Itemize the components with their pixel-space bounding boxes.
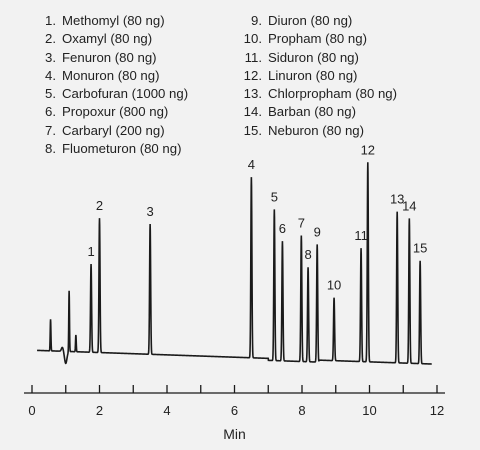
legend-number: 3. [45,49,56,65]
legend-number: 10. [243,31,262,47]
legend-number: 15. [243,122,262,138]
peak-label: 5 [271,189,278,204]
legend-right: 9. Diuron (80 ng) 10. Propham (80 ng) 11. Sid… [240,12,397,140]
legend-item: 2. Oxamyl (80 ng) [34,30,188,48]
legend-number: 13. [243,86,262,102]
x-tick-label: 8 [298,403,305,418]
legend-item: 10. Propham (80 ng) [240,30,397,48]
legend-number: 1. [45,13,56,28]
peak-label: 9 [314,224,321,239]
peak-label: 2 [96,198,103,213]
peak-label: 6 [279,221,286,236]
legend-compound: Chlorpropham (80 ng) [268,86,398,102]
legend-item: 1. Methomyl (80 ng) [34,12,188,30]
legend-number: 6. [45,104,56,120]
legend-item: 6. Propoxur (800 ng) [34,103,188,121]
peak-label: 4 [248,157,255,172]
legend-compound: Diuron (80 ng) [268,13,353,28]
x-tick-label: 0 [28,403,35,418]
x-tick-label: 12 [430,403,444,418]
legend-compound: Siduron (80 ng) [268,49,359,65]
legend-number: 4. [45,67,56,83]
legend-number: 5. [45,86,56,102]
legend-compound: Methomyl (80 ng) [62,13,165,28]
legend-number: 9. [251,13,262,28]
legend-compound: Linuron (80 ng) [268,67,358,83]
peak-label: 15 [413,241,427,256]
legend-compound: Propham (80 ng) [268,31,367,47]
legend-number: 7. [45,122,56,138]
legend-compound: Carbofuran (1000 ng) [62,86,189,102]
legend-compound: Neburon (80 ng) [268,122,365,138]
legend-item: 14. Barban (80 ng) [240,103,397,121]
legend-item: 5. Carbofuran (1000 ng) [34,85,188,103]
legend-compound: Fluometuron (80 ng) [62,141,182,157]
legend-left: 1. Methomyl (80 ng) 2. Oxamyl (80 ng) 3. Fenu… [34,12,188,158]
x-tick-label: 6 [231,403,238,418]
legend-compound: Monuron (80 ng) [62,67,160,83]
legend-compound: Fenuron (80 ng) [62,49,157,65]
peak-label: 8 [304,247,311,262]
legend-number: 11. [244,49,262,65]
legend-item: 12. Linuron (80 ng) [240,67,397,85]
legend-number: 14. [243,104,262,120]
legend-number: 12. [243,67,262,83]
legend-number: 2. [45,31,56,47]
legend-item: 15. Neburon (80 ng) [240,122,397,140]
legend-compound: Oxamyl (80 ng) [62,31,153,47]
legend-item: 9. Diuron (80 ng) [240,12,397,30]
peak-label: 13 [390,192,404,207]
peak-label: 11 [354,228,368,243]
peak-label: 12 [361,142,375,157]
legend-number: 8. [45,141,56,157]
x-tick-label: 4 [163,403,170,418]
x-tick-label: 10 [362,403,376,418]
peak-label: 14 [402,198,416,213]
legend-item: 3. Fenuron (80 ng) [34,49,188,67]
legend-item: 8. Fluometuron (80 ng) [34,140,188,158]
legend-compound: Propoxur (800 ng) [62,104,169,120]
x-axis-title: Min [223,426,246,442]
x-tick-label: 2 [96,403,103,418]
legend-item: 7. Carbaryl (200 ng) [34,122,188,140]
peak-label: 1 [87,244,94,259]
chromatogram-trace [37,162,432,365]
legend-item: 13. Chlorpropham (80 ng) [240,85,397,103]
peak-label: 10 [327,278,341,293]
legend-item: 11. Siduron (80 ng) [240,49,397,67]
peak-label: 7 [298,216,305,231]
legend-item: 4. Monuron (80 ng) [34,67,188,85]
legend-compound: Barban (80 ng) [268,104,356,120]
peak-label: 3 [147,204,154,219]
legend-compound: Carbaryl (200 ng) [62,122,165,138]
